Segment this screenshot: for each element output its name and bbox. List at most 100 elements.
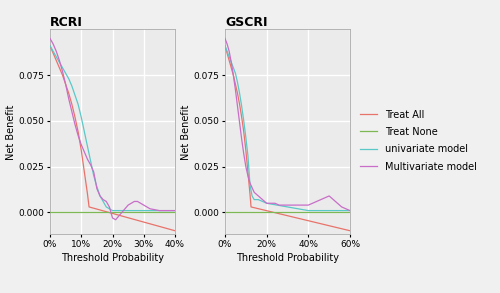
Treat All <box>50 51 56 55</box>
Multivariate model <box>47 37 53 40</box>
Multivariate model <box>50 42 56 46</box>
univariate model <box>251 198 257 201</box>
Multivariate model <box>106 205 112 209</box>
Multivariate model <box>122 207 128 210</box>
univariate model <box>347 209 353 212</box>
Multivariate model <box>224 42 230 46</box>
Treat All <box>232 83 238 86</box>
univariate model <box>232 71 238 75</box>
univariate model <box>50 50 56 53</box>
Multivariate model <box>256 194 262 198</box>
univariate model <box>47 44 53 47</box>
Multivariate model <box>88 163 94 166</box>
Multivariate model <box>288 203 294 207</box>
Treat All <box>84 192 90 196</box>
Treat All <box>78 148 84 152</box>
Treat All <box>82 170 87 174</box>
univariate model <box>249 194 255 198</box>
Line: Treat All: Treat All <box>225 46 350 231</box>
Line: Treat All: Treat All <box>50 46 175 231</box>
Multivariate model <box>297 203 303 207</box>
Multivariate model <box>272 202 278 205</box>
Multivariate model <box>78 143 84 146</box>
univariate model <box>100 200 106 203</box>
Treat All <box>62 83 68 86</box>
univariate model <box>110 209 116 212</box>
univariate model <box>236 92 242 95</box>
Treat All <box>47 44 53 47</box>
Multivariate model <box>306 203 312 207</box>
univariate model <box>306 209 312 212</box>
univariate model <box>78 115 84 119</box>
Multivariate model <box>230 73 236 77</box>
Multivariate model <box>347 209 353 212</box>
Multivariate model <box>238 137 244 141</box>
Multivariate model <box>62 83 68 86</box>
univariate model <box>256 198 262 201</box>
Text: RCRI: RCRI <box>50 16 83 29</box>
univariate model <box>53 55 60 59</box>
Multivariate model <box>119 211 125 214</box>
univariate model <box>94 185 100 189</box>
Treat All <box>75 130 81 134</box>
univariate model <box>69 84 75 88</box>
Multivariate model <box>147 207 153 210</box>
univariate model <box>91 174 97 178</box>
Multivariate model <box>245 174 251 178</box>
Multivariate model <box>60 70 66 73</box>
Multivariate model <box>338 205 344 209</box>
Multivariate model <box>343 207 349 210</box>
univariate model <box>75 103 81 106</box>
univariate model <box>222 44 228 47</box>
Multivariate model <box>322 196 328 200</box>
Treat All <box>69 103 75 106</box>
Multivariate model <box>116 214 122 218</box>
univariate model <box>224 50 230 53</box>
univariate model <box>125 209 131 212</box>
Multivariate model <box>53 50 60 53</box>
Text: GSCRI: GSCRI <box>225 16 268 29</box>
univariate model <box>72 93 78 97</box>
Multivariate model <box>330 198 336 201</box>
Multivariate model <box>94 187 100 190</box>
Multivariate model <box>301 203 307 207</box>
univariate model <box>295 207 301 210</box>
univariate model <box>66 77 72 81</box>
Multivariate model <box>97 194 103 198</box>
univariate model <box>243 136 249 139</box>
univariate model <box>326 209 332 212</box>
Multivariate model <box>56 59 62 62</box>
Multivariate model <box>260 198 266 201</box>
Multivariate model <box>75 134 81 137</box>
Treat All <box>226 59 232 62</box>
univariate model <box>82 130 87 134</box>
Multivariate model <box>280 203 286 207</box>
univariate model <box>141 209 147 212</box>
Multivariate model <box>66 97 72 100</box>
Multivariate model <box>268 202 274 205</box>
univariate model <box>116 209 122 212</box>
Multivariate model <box>276 203 282 207</box>
Legend: Treat All, Treat None, univariate model, Multivariate model: Treat All, Treat None, univariate model,… <box>360 110 477 172</box>
Multivariate model <box>112 218 118 222</box>
univariate model <box>264 202 270 205</box>
Multivariate model <box>234 104 240 108</box>
univariate model <box>274 203 280 207</box>
Multivariate model <box>156 209 162 212</box>
univariate model <box>245 154 251 157</box>
Multivariate model <box>132 200 138 203</box>
Multivariate model <box>243 165 249 168</box>
univariate model <box>88 159 94 163</box>
univariate model <box>172 209 178 212</box>
Line: univariate model: univariate model <box>50 46 175 211</box>
Multivariate model <box>226 50 232 53</box>
univariate model <box>230 66 236 69</box>
Multivariate model <box>141 203 147 207</box>
Multivariate model <box>110 216 116 220</box>
Treat All <box>248 205 254 209</box>
Treat All <box>347 229 353 233</box>
Multivariate model <box>326 194 332 198</box>
Y-axis label: Net Benefit: Net Benefit <box>181 104 191 159</box>
Treat All <box>66 92 72 95</box>
Multivariate model <box>228 60 234 64</box>
